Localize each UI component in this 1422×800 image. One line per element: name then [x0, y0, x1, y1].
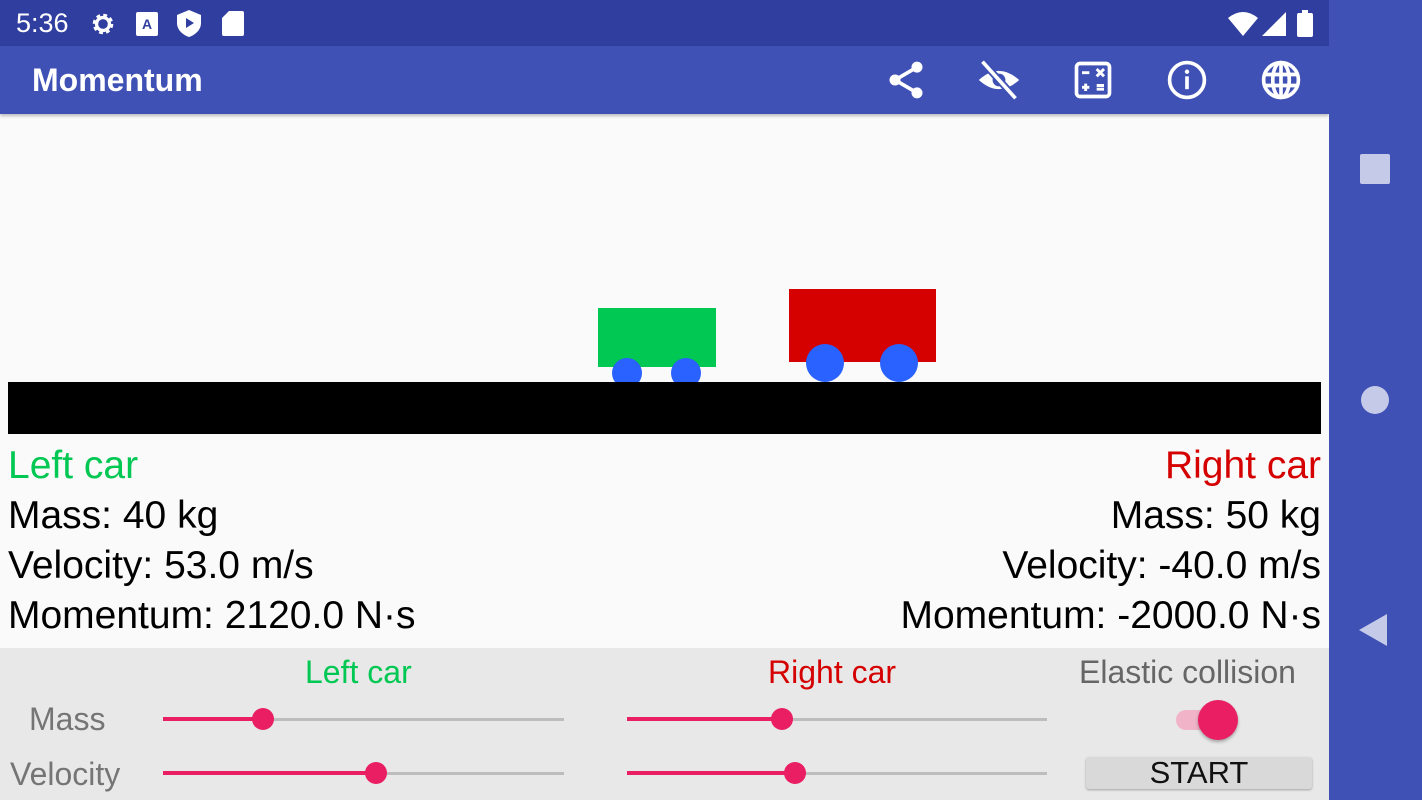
right-car-wheel: [806, 344, 844, 382]
wifi-icon: [1228, 12, 1258, 36]
app-title: Momentum: [32, 62, 203, 98]
visibility-off-icon[interactable]: [977, 58, 1021, 102]
left-velocity-slider[interactable]: [163, 761, 564, 785]
share-icon[interactable]: [884, 58, 928, 102]
gear-icon: [92, 13, 114, 35]
right-mass-slider[interactable]: [627, 707, 1047, 731]
svg-text:A: A: [142, 16, 152, 32]
app-bar: Momentum: [0, 46, 1329, 114]
elastic-collision-label: Elastic collision: [1079, 654, 1296, 690]
left-car-velocity: Velocity: 53.0 m/s: [8, 544, 314, 587]
left-mass-slider[interactable]: [163, 707, 564, 731]
right-car-header: Right car: [768, 654, 897, 690]
sd-card-icon: [222, 11, 244, 36]
right-car-velocity: Velocity: -40.0 m/s: [1002, 544, 1321, 587]
status-bar: 5:36 A: [0, 0, 1329, 46]
simulation-area: Left car Mass: 40 kg Velocity: 53.0 m/s …: [0, 114, 1329, 648]
right-car-title: Right car: [1164, 444, 1321, 487]
battery-icon: [1297, 10, 1313, 37]
calculator-icon[interactable]: [1071, 58, 1115, 102]
left-car-title: Left car: [8, 444, 139, 487]
recents-icon[interactable]: [1360, 154, 1390, 184]
elastic-collision-toggle[interactable]: [1176, 700, 1238, 740]
signal-icon: [1262, 12, 1286, 36]
start-button[interactable]: START: [1086, 757, 1312, 789]
left-car-momentum: Momentum: 2120.0 N·s: [8, 594, 416, 637]
font-a-icon: A: [136, 12, 158, 36]
left-car-header: Left car: [305, 654, 412, 690]
right-car-mass: Mass: 50 kg: [1110, 494, 1321, 537]
right-car-wheel: [880, 344, 918, 382]
left-car-mass: Mass: 40 kg: [8, 494, 219, 537]
status-time: 5:36: [16, 8, 69, 38]
left-car: [598, 308, 716, 367]
track: [8, 382, 1321, 434]
navigation-bar: [1329, 0, 1422, 800]
velocity-label: Velocity: [10, 756, 121, 792]
mass-label: Mass: [29, 701, 106, 737]
globe-icon[interactable]: [1259, 58, 1303, 102]
right-car-momentum: Momentum: -2000.0 N·s: [900, 594, 1322, 637]
right-velocity-slider[interactable]: [627, 761, 1047, 785]
play-shield-icon: [177, 10, 201, 37]
home-icon[interactable]: [1361, 386, 1389, 414]
info-icon[interactable]: [1165, 58, 1209, 102]
controls-panel: Left car Right car Elastic collision Mas…: [0, 648, 1329, 800]
back-icon[interactable]: [1359, 614, 1389, 646]
start-button-label: START: [1149, 755, 1249, 790]
